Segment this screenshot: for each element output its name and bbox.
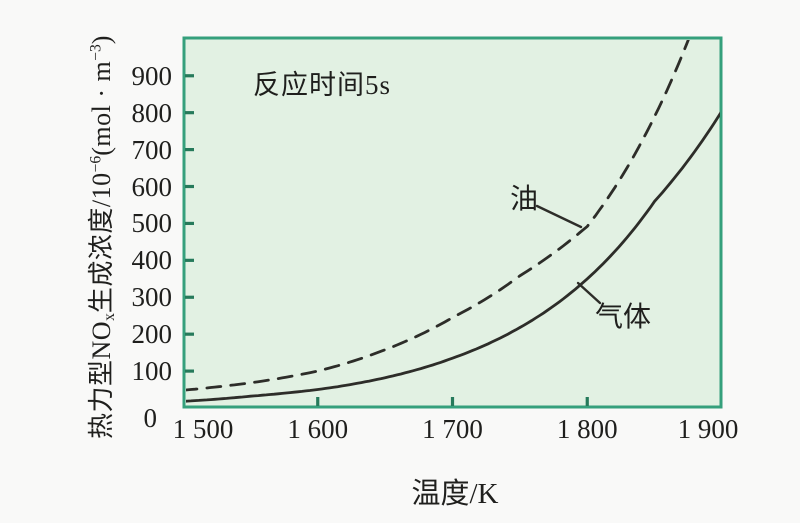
x-tick-label-1600: 1 600 bbox=[287, 414, 349, 444]
y-axis-title-part: x bbox=[100, 313, 118, 321]
y-tick-label-0: 0 bbox=[143, 403, 158, 433]
x-tick-label-1900: 1 900 bbox=[677, 414, 739, 444]
y-axis-title-part: 生成浓度/10 bbox=[87, 172, 117, 314]
y-axis-title: 热力型NOx生成浓度/10−6(mol · m−3) bbox=[81, 35, 119, 439]
annotation-reaction-time: 反应时间5s bbox=[253, 70, 392, 100]
x-tick-label-1700: 1 700 bbox=[422, 414, 483, 444]
y-tick-label-300: 300 bbox=[131, 282, 173, 313]
leader-line-1 bbox=[576, 281, 602, 305]
y-axis-title-part: 热力型NO bbox=[87, 320, 117, 439]
y-tick-label-500: 500 bbox=[131, 208, 173, 239]
data-curves bbox=[186, 40, 720, 403]
y-axis-title-part: −6 bbox=[87, 155, 105, 173]
y-tick-label-700: 700 bbox=[131, 134, 173, 165]
y-tick-label-200: 200 bbox=[131, 319, 173, 350]
x-tick-label-1800: 1 800 bbox=[556, 414, 618, 444]
y-tick-label-100: 100 bbox=[131, 356, 173, 387]
y-tick-label-800: 800 bbox=[131, 97, 173, 128]
leader-line-0 bbox=[535, 204, 583, 229]
oil-curve bbox=[186, 40, 690, 392]
gas-curve bbox=[186, 111, 720, 403]
y-tick-label-400: 400 bbox=[131, 245, 173, 276]
plot-area-background bbox=[182, 36, 723, 409]
y-axis-title-part: ) bbox=[87, 35, 117, 45]
y-tick-label-600: 600 bbox=[131, 171, 173, 202]
series-label-1: 气体 bbox=[595, 302, 652, 333]
x-axis-title: 温度/K bbox=[411, 478, 499, 510]
y-axis-title-part: (mol · m bbox=[87, 60, 117, 156]
label-leader-lines bbox=[535, 204, 602, 305]
y-tick-label-900: 900 bbox=[131, 60, 173, 91]
y-axis-title-part: −3 bbox=[87, 44, 105, 61]
series-label-0: 油 bbox=[510, 184, 539, 215]
axis-tick-marks bbox=[185, 74, 589, 406]
x-tick-label-1500: 1 500 bbox=[172, 414, 234, 444]
